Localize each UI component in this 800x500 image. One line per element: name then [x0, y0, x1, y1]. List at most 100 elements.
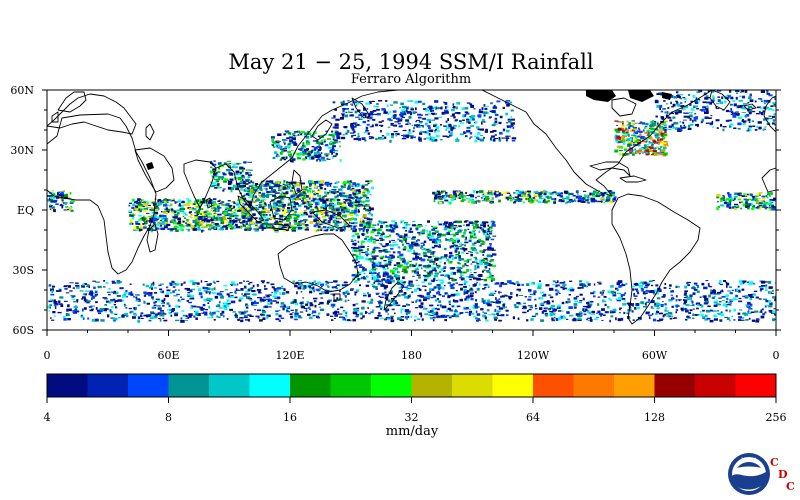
- rain-pixel: [765, 289, 768, 291]
- rain-pixel: [734, 197, 736, 200]
- rain-pixel: [169, 309, 171, 311]
- rain-pixel: [431, 225, 433, 227]
- rain-pixel: [446, 231, 451, 234]
- rain-pixel: [355, 314, 359, 316]
- rain-pixel: [347, 202, 352, 205]
- rain-pixel: [525, 195, 528, 199]
- rain-pixel: [283, 216, 287, 218]
- rain-pixel: [772, 199, 776, 202]
- rain-pixel: [411, 224, 417, 226]
- rain-pixel: [271, 286, 275, 289]
- rain-pixel: [733, 196, 738, 198]
- rain-pixel: [193, 201, 198, 204]
- rain-pixel: [529, 307, 533, 309]
- rain-pixel: [253, 228, 258, 230]
- rain-pixel: [657, 124, 661, 127]
- rain-pixel: [489, 275, 493, 278]
- rain-pixel: [135, 206, 139, 210]
- rain-pixel: [222, 215, 226, 219]
- rain-pixel: [281, 226, 284, 229]
- rain-pixel: [277, 183, 280, 186]
- rain-pixel: [153, 304, 157, 307]
- rain-pixel: [757, 205, 760, 209]
- rain-pixel: [424, 277, 430, 279]
- rain-pixel: [180, 317, 183, 320]
- rain-pixel: [361, 270, 365, 272]
- rain-pixel: [607, 190, 612, 192]
- rain-pixel: [742, 280, 747, 283]
- rain-pixel: [547, 199, 550, 203]
- rain-pixel: [610, 200, 613, 203]
- rain-pixel: [728, 286, 732, 288]
- rain-pixel: [53, 200, 57, 203]
- rain-pixel: [478, 230, 481, 233]
- rain-pixel: [484, 266, 488, 269]
- rain-pixel: [257, 317, 260, 319]
- rain-pixel: [485, 229, 489, 233]
- rain-pixel: [387, 251, 391, 253]
- rain-pixel: [408, 246, 412, 249]
- rain-pixel: [173, 217, 178, 221]
- rain-pixel: [249, 315, 254, 317]
- rain-pixel: [274, 229, 279, 232]
- rain-pixel: [343, 229, 346, 232]
- rain-pixel: [427, 249, 432, 253]
- rain-pixel: [57, 191, 60, 193]
- rain-pixel: [291, 197, 293, 200]
- rain-pixel: [403, 222, 408, 224]
- rain-pixel: [355, 258, 360, 260]
- rain-pixel: [459, 272, 463, 275]
- rain-pixel: [327, 226, 330, 228]
- rain-pixel: [660, 304, 664, 307]
- rain-pixel: [491, 224, 496, 227]
- rain-pixel: [381, 282, 384, 285]
- rain-pixel: [137, 316, 141, 320]
- rain-pixel: [377, 282, 381, 286]
- rain-pixel: [589, 316, 592, 320]
- rain-pixel: [438, 271, 442, 273]
- rain-pixel: [135, 200, 138, 204]
- rain-pixel: [575, 196, 578, 199]
- rain-pixel: [75, 285, 79, 287]
- rain-pixel: [623, 131, 626, 134]
- rain-pixel: [708, 294, 711, 298]
- rain-pixel: [163, 319, 168, 322]
- rain-pixel: [100, 319, 105, 322]
- rain-pixel: [384, 250, 389, 253]
- rain-pixel: [501, 301, 504, 303]
- rain-pixel: [346, 213, 349, 216]
- rain-pixel: [141, 219, 144, 221]
- rain-pixel: [428, 311, 433, 314]
- rain-pixel: [621, 129, 627, 131]
- rain-pixel: [673, 317, 677, 319]
- rain-pixel: [405, 313, 408, 316]
- rain-pixel: [309, 221, 314, 224]
- rain-pixel: [259, 188, 263, 191]
- rain-pixel: [618, 145, 623, 149]
- rain-pixel: [372, 266, 376, 269]
- rain-pixel: [653, 148, 656, 150]
- rain-pixel: [370, 268, 375, 270]
- rain-pixel: [716, 310, 720, 312]
- rain-pixel: [375, 277, 379, 279]
- rain-pixel: [107, 314, 110, 318]
- rain-pixel: [407, 316, 410, 318]
- rain-pixel: [517, 193, 522, 197]
- rain-pixel: [207, 291, 211, 293]
- rain-pixel: [472, 236, 477, 239]
- rain-pixel: [179, 202, 181, 206]
- rain-pixel: [118, 316, 121, 319]
- rain-pixel: [567, 298, 571, 300]
- rain-pixel: [692, 308, 695, 310]
- rain-pixel: [187, 228, 190, 232]
- rain-pixel: [352, 259, 355, 262]
- rain-pixel: [146, 207, 150, 209]
- rain-pixel: [646, 282, 650, 286]
- rain-pixel: [61, 199, 64, 202]
- rain-pixel: [602, 193, 605, 197]
- rain-pixel: [270, 216, 275, 219]
- rain-pixel: [750, 193, 753, 197]
- rain-pixel: [290, 189, 293, 192]
- rain-pixel: [134, 226, 139, 229]
- rain-pixel: [384, 235, 387, 238]
